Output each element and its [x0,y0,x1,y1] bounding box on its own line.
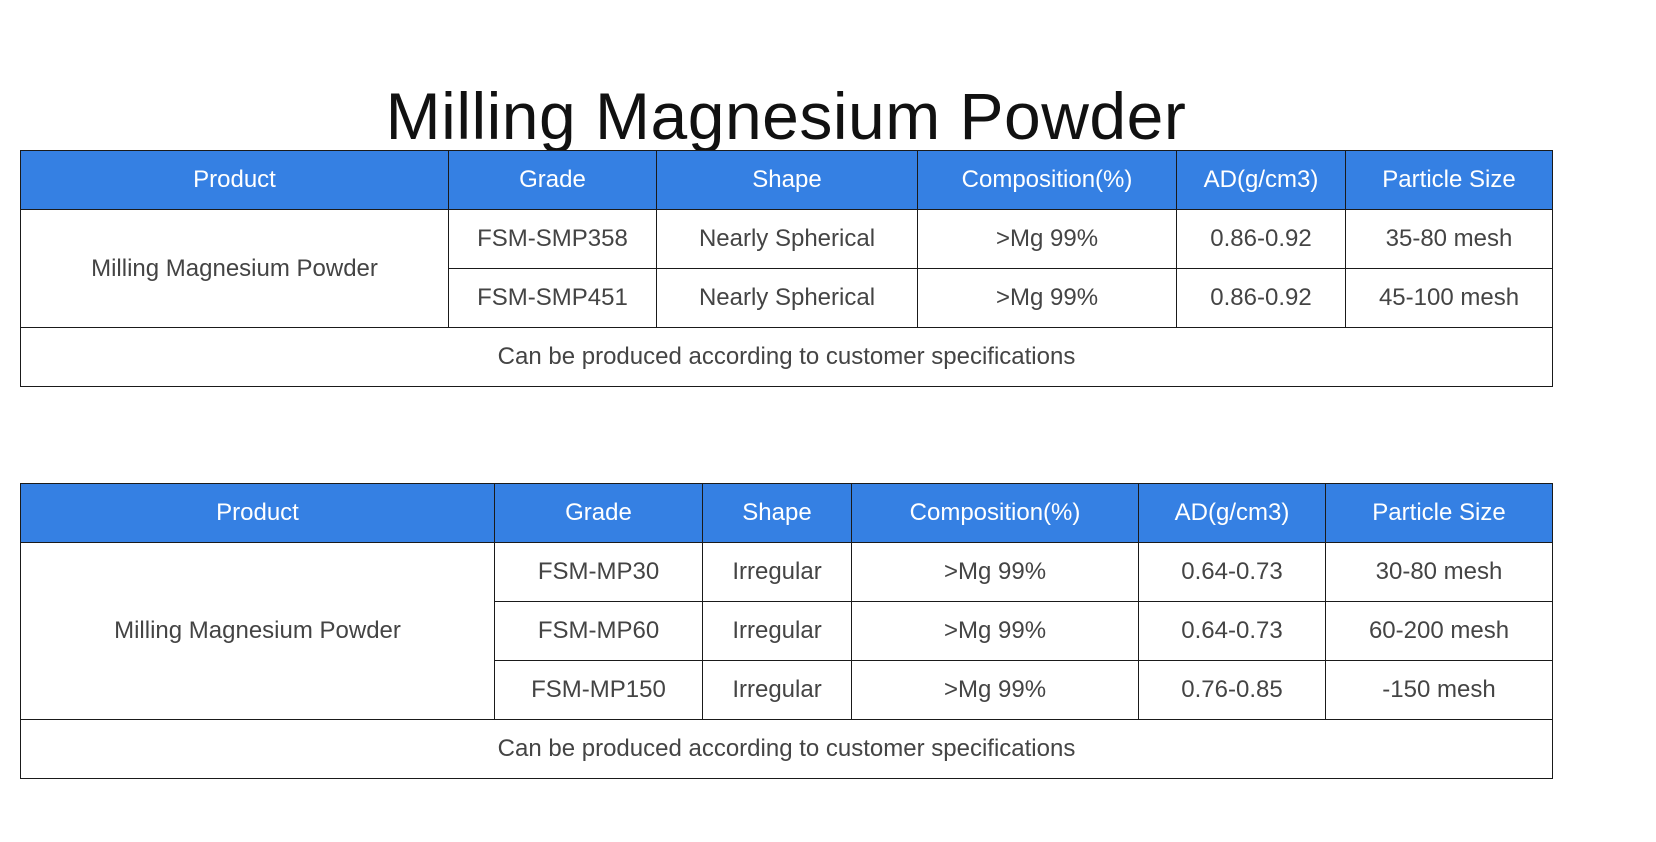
grade-cell: FSM-SMP451 [448,268,657,328]
ad-cell: 0.86-0.92 [1176,209,1346,269]
shape-cell: Irregular [702,660,852,720]
footer-row: Can be produced according to customer sp… [20,327,1553,387]
table-row: FSM-MP60 Irregular >Mg 99% 0.64-0.73 60-… [21,601,1553,661]
particle-size-cell: -150 mesh [1325,660,1553,720]
ad-cell: 0.64-0.73 [1138,542,1326,602]
page-title: Milling Magnesium Powder [385,79,1187,154]
header-shape: Shape [656,150,918,210]
header-particle-size: Particle Size [1345,150,1553,210]
ad-cell: 0.86-0.92 [1176,268,1346,328]
product-cell: Milling Magnesium Powder [20,542,495,720]
header-product: Product [20,150,449,210]
header-row: Product Grade Shape Composition(%) AD(g/… [20,150,1553,210]
footer-row: Can be produced according to customer sp… [20,719,1553,779]
composition-cell: >Mg 99% [851,601,1139,661]
header-ad: AD(g/cm3) [1176,150,1346,210]
ad-cell: 0.64-0.73 [1138,601,1326,661]
composition-cell: >Mg 99% [917,268,1177,328]
composition-cell: >Mg 99% [917,209,1177,269]
particle-size-cell: 45-100 mesh [1345,268,1553,328]
ad-cell: 0.76-0.85 [1138,660,1326,720]
shape-cell: Nearly Spherical [656,209,918,269]
grade-cell: FSM-MP60 [494,601,703,661]
particle-size-cell: 30-80 mesh [1325,542,1553,602]
grade-cell: FSM-SMP358 [448,209,657,269]
particle-size-cell: 35-80 mesh [1345,209,1553,269]
header-shape: Shape [702,483,852,543]
shape-cell: Nearly Spherical [656,268,918,328]
header-composition: Composition(%) [851,483,1139,543]
shape-cell: Irregular [702,601,852,661]
customization-note: Can be produced according to customer sp… [20,719,1553,779]
shape-cell: Irregular [702,542,852,602]
grade-cell: FSM-MP150 [494,660,703,720]
table-row: FSM-SMP451 Nearly Spherical >Mg 99% 0.86… [21,268,1553,328]
particle-size-cell: 60-200 mesh [1325,601,1553,661]
composition-cell: >Mg 99% [851,542,1139,602]
customization-note: Can be produced according to customer sp… [20,327,1553,387]
header-grade: Grade [494,483,703,543]
spec-table-irregular: Product Grade Shape Composition(%) AD(g/… [20,483,1553,779]
header-product: Product [20,483,495,543]
header-row: Product Grade Shape Composition(%) AD(g/… [20,483,1553,543]
header-composition: Composition(%) [917,150,1177,210]
spec-table-spherical: Product Grade Shape Composition(%) AD(g/… [20,150,1553,387]
grade-cell: FSM-MP30 [494,542,703,602]
table-row: Milling Magnesium Powder FSM-SMP358 Near… [20,209,1553,328]
header-particle-size: Particle Size [1325,483,1553,543]
header-grade: Grade [448,150,657,210]
product-cell: Milling Magnesium Powder [20,209,449,328]
table-row: Milling Magnesium Powder FSM-MP30 Irregu… [20,542,1553,720]
header-ad: AD(g/cm3) [1138,483,1326,543]
composition-cell: >Mg 99% [851,660,1139,720]
